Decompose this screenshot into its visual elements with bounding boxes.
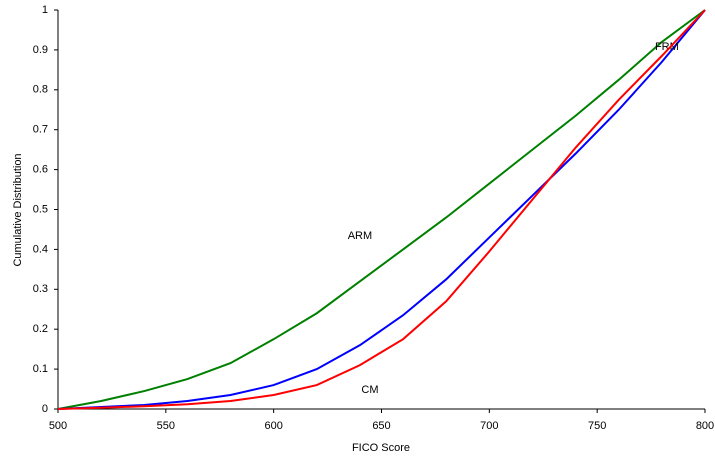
series-line	[57, 9, 706, 410]
y-tick-label: 0.2	[33, 323, 48, 335]
y-tick-label: 0.6	[33, 164, 48, 176]
y-tick-label: 0.4	[33, 243, 48, 255]
y-tick-label: 0.5	[33, 203, 48, 215]
y-tick-label: 0.1	[33, 363, 48, 375]
y-tick-label: 0	[42, 403, 48, 415]
series-label: CM	[361, 384, 378, 396]
y-tick-label: 0.9	[33, 44, 48, 56]
y-tick-label: 0.7	[33, 124, 48, 136]
y-tick-label: 0.3	[33, 283, 48, 295]
x-tick-label: 600	[264, 420, 282, 432]
x-tick-label: 700	[480, 420, 498, 432]
series-label: ARM	[348, 230, 372, 242]
y-tick-label: 0.8	[33, 84, 48, 96]
x-tick-label: 500	[49, 420, 67, 432]
x-tick-label: 800	[696, 420, 714, 432]
y-tick-label: 1	[42, 4, 48, 16]
series-line	[57, 9, 706, 410]
x-axis-label: FICO Score	[352, 442, 410, 454]
x-tick-label: 750	[588, 420, 606, 432]
series-line	[57, 9, 706, 410]
x-tick-label: 550	[157, 420, 175, 432]
x-tick-label: 650	[372, 420, 390, 432]
y-axis-label: Cumulative Distribution	[12, 153, 24, 266]
